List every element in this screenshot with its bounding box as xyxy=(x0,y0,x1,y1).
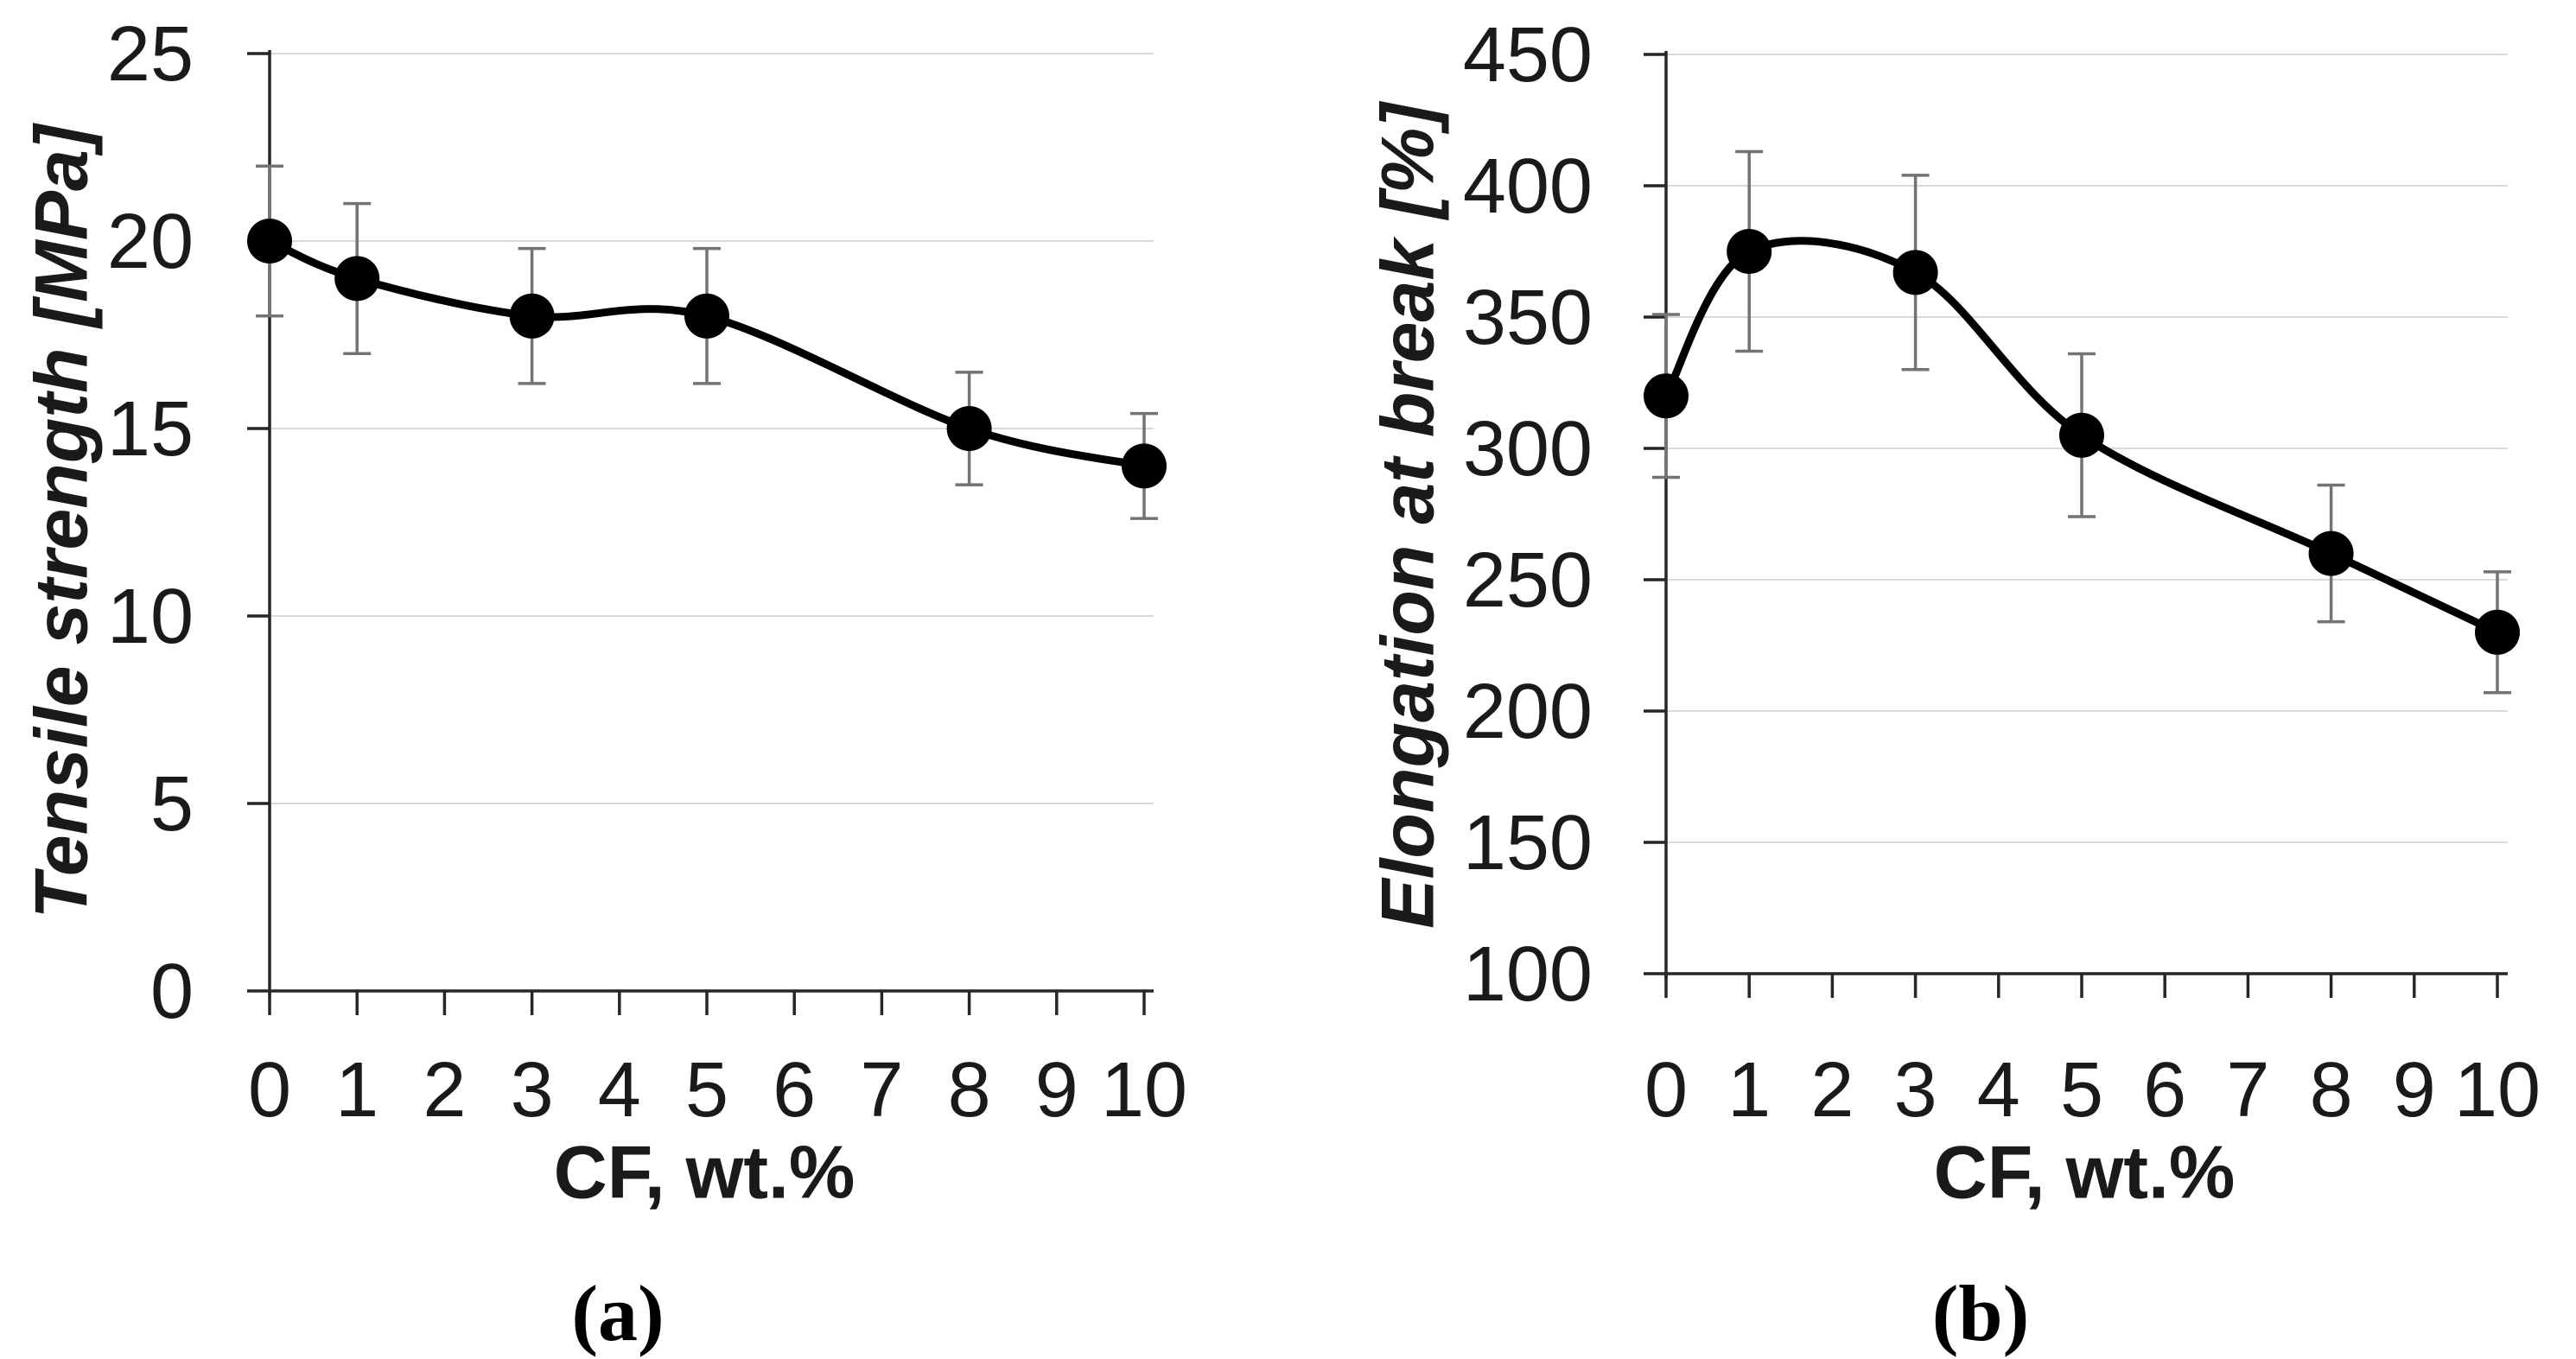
x-tick-label: 8 xyxy=(948,1047,991,1134)
data-point xyxy=(2475,609,2520,655)
y-tick-label: 450 xyxy=(1463,12,1593,98)
y-tick-label: 100 xyxy=(1463,931,1593,1018)
data-point xyxy=(2059,412,2104,458)
x-tick-label: 6 xyxy=(773,1047,816,1134)
y-tick-label: 150 xyxy=(1463,800,1593,886)
y-tick-label: 15 xyxy=(107,386,194,473)
x-tick-label: 4 xyxy=(598,1047,641,1134)
y-tick-label: 400 xyxy=(1463,143,1593,230)
x-tick-label: 7 xyxy=(2226,1047,2269,1134)
data-point xyxy=(1727,229,1772,274)
y-tick-label: 0 xyxy=(150,949,194,1035)
data-point xyxy=(946,406,992,451)
data-point xyxy=(247,219,292,264)
data-point xyxy=(2308,530,2354,576)
data-point xyxy=(509,293,555,339)
data-point xyxy=(1644,373,1689,419)
x-tick-label: 2 xyxy=(423,1047,466,1134)
x-axis-title-b: CF, wt.% xyxy=(1933,1131,2236,1215)
x-tick-label: 9 xyxy=(2393,1047,2436,1134)
x-tick-label: 0 xyxy=(1644,1047,1688,1134)
x-tick-label: 3 xyxy=(1894,1047,1937,1134)
panel-caption-a: (a) xyxy=(571,1269,665,1357)
y-tick-label: 250 xyxy=(1463,537,1593,624)
y-tick-label: 300 xyxy=(1463,406,1593,492)
data-point xyxy=(334,256,380,302)
x-tick-label: 9 xyxy=(1035,1047,1078,1134)
x-tick-label: 10 xyxy=(2454,1047,2541,1134)
data-point xyxy=(684,293,729,339)
data-point xyxy=(1122,443,1167,489)
x-tick-label: 2 xyxy=(1810,1047,1854,1134)
panel-caption-b: (b) xyxy=(1931,1269,2030,1357)
x-tick-label: 5 xyxy=(685,1047,728,1134)
x-tick-label: 4 xyxy=(1977,1047,2020,1134)
y-tick-label: 200 xyxy=(1463,669,1593,755)
y-tick-label: 5 xyxy=(150,761,194,848)
x-tick-label: 5 xyxy=(2060,1047,2103,1134)
x-axis-title-a: CF, wt.% xyxy=(553,1131,855,1215)
y-tick-label: 10 xyxy=(107,574,194,660)
y-tick-label: 25 xyxy=(107,11,194,98)
x-tick-label: 10 xyxy=(1101,1047,1187,1134)
x-tick-label: 3 xyxy=(511,1047,554,1134)
data-point xyxy=(1892,250,1938,295)
y-axis-title-a: Tensile strength [MPa] xyxy=(20,124,104,919)
x-tick-label: 0 xyxy=(248,1047,291,1134)
x-tick-label: 8 xyxy=(2310,1047,2353,1134)
y-tick-label: 350 xyxy=(1463,275,1593,361)
y-tick-label: 20 xyxy=(107,199,194,285)
x-tick-label: 1 xyxy=(1727,1047,1771,1134)
chart-b-plot: 100 150 200 250 300 350 400 450 0 1 2 3 4 5 6 7 8 9 10 xyxy=(1463,12,2541,1134)
y-axis-title-b: Elongation at break [%] xyxy=(1366,103,1450,929)
x-tick-label: 6 xyxy=(2143,1047,2186,1134)
x-tick-label: 7 xyxy=(860,1047,903,1134)
x-tick-label: 1 xyxy=(335,1047,378,1134)
